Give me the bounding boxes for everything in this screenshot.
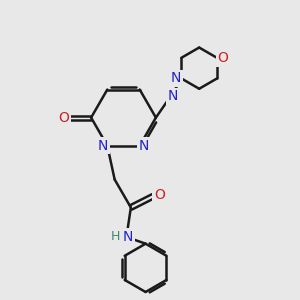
Text: O: O [154,188,165,202]
Text: H: H [111,230,120,243]
Text: O: O [218,51,228,65]
Text: N: N [171,71,181,85]
Text: N: N [123,230,133,244]
Text: N: N [167,89,178,103]
Text: O: O [58,111,70,124]
Text: N: N [139,139,149,153]
Text: N: N [98,139,108,153]
